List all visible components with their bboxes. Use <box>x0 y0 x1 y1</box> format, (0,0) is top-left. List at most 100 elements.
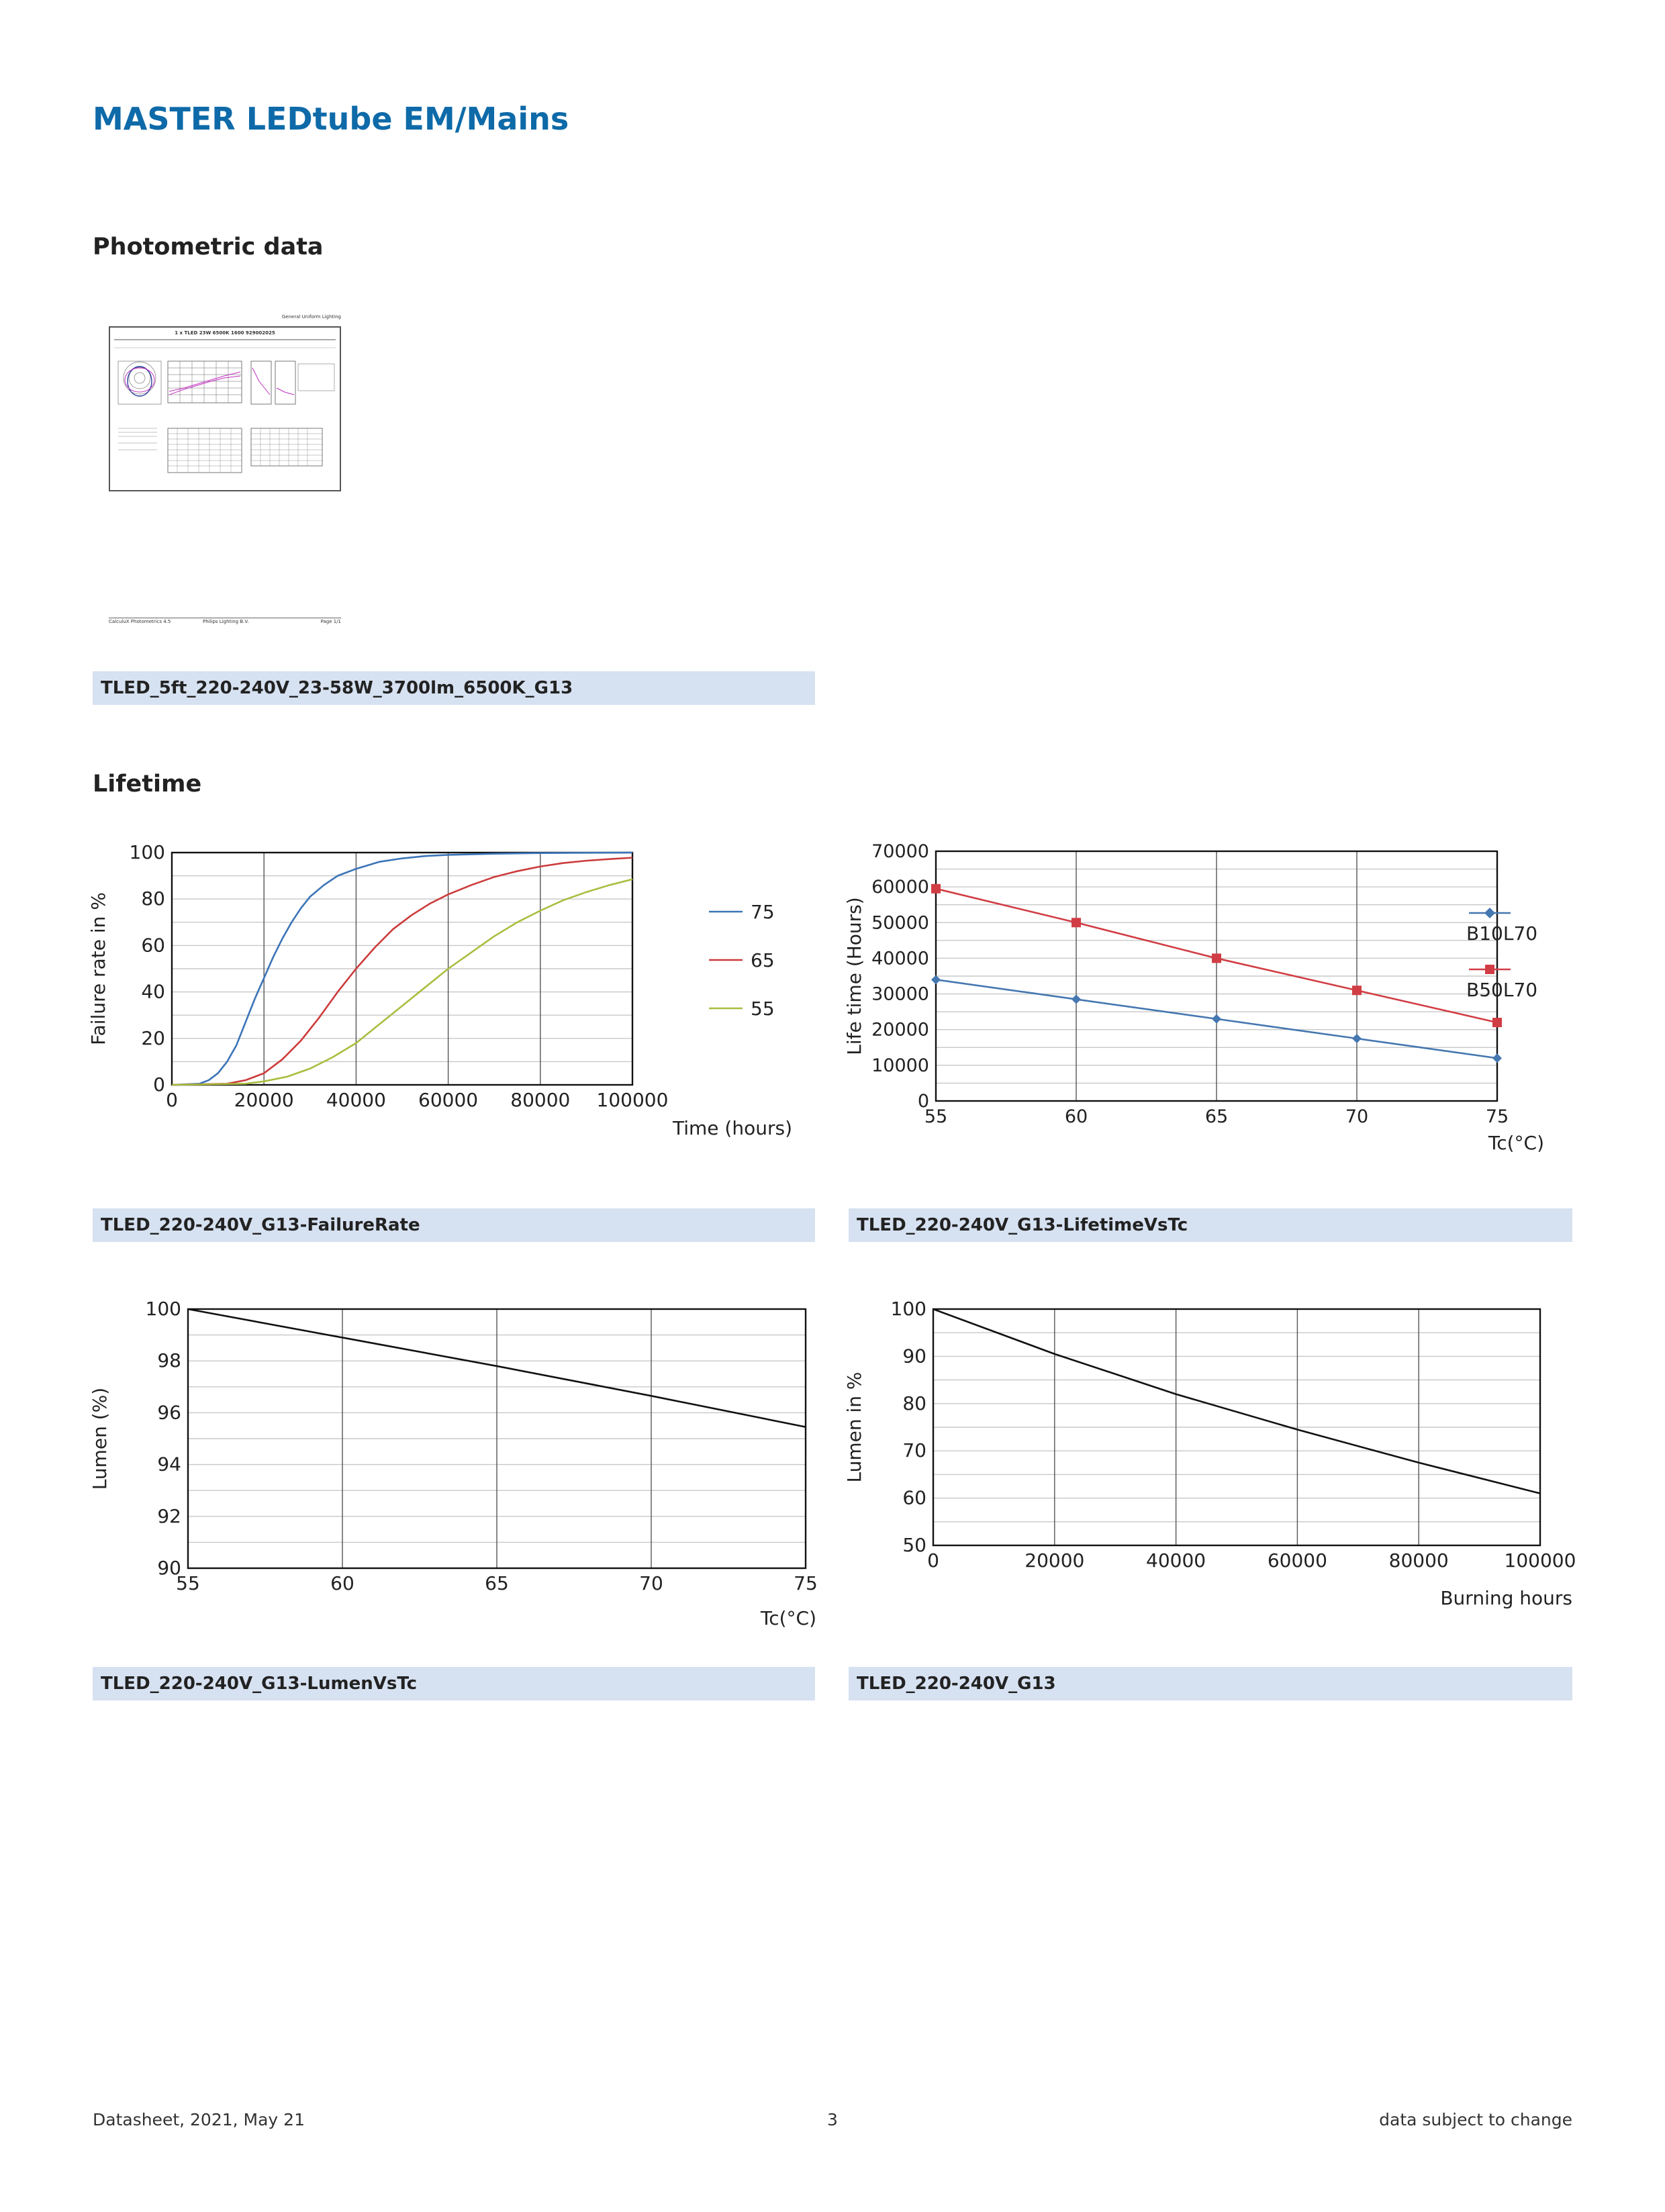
y-tick-label: 90 <box>902 1345 926 1367</box>
y-tick-label: 92 <box>157 1505 181 1527</box>
x-tick-label: 100000 <box>597 1089 669 1111</box>
thumbnail-footer-right: Page 1/1 <box>320 619 341 624</box>
y-tick-label: 60000 <box>871 877 929 898</box>
thumbnail-footer-left: CalculuX Photometrics 4.5 <box>109 619 171 624</box>
x-axis-label: Time (hours) <box>672 1117 792 1139</box>
y-tick-label: 0 <box>918 1091 929 1112</box>
x-tick-label: 40000 <box>326 1089 386 1111</box>
y-tick-label: 100 <box>130 841 165 863</box>
x-tick-label: 65 <box>485 1572 509 1594</box>
data-point-marker <box>1352 1034 1362 1043</box>
y-tick-label: 90 <box>157 1557 181 1579</box>
y-tick-label: 96 <box>157 1401 181 1423</box>
y-tick-label: 98 <box>157 1349 181 1372</box>
lifetime-vs-tc-caption: TLED_220-240V_G13-LifetimeVsTc <box>849 1208 1572 1242</box>
y-tick-label: 30000 <box>871 984 929 1005</box>
lumen-vs-tc-chart: 90 92 94 96 98 100 55 60 65 70 75 Tc(°C) Lumen (%) <box>89 1298 818 1629</box>
data-point-marker <box>1072 994 1081 1004</box>
series-line <box>933 1308 1541 1494</box>
x-axis-label: Tc(°C) <box>760 1607 816 1629</box>
lumen-vs-hours-chart: 50 60 70 80 90 100 0 20000 40000 60000 80000 100000… <box>843 1298 1576 1609</box>
failure-rate-chart: 0 20 40 60 80 100 0 20000 40000 60000 80000 100000T… <box>87 841 792 1139</box>
x-tick-label: 40000 <box>1146 1549 1206 1572</box>
photometric-caption: TLED_5ft_220-240V_23-58W_3700lm_6500K_G1… <box>93 671 815 705</box>
y-axis-label: Failure rate in % <box>87 892 109 1045</box>
y-axis-label: Lumen (%) <box>89 1388 111 1490</box>
x-tick-label: 80000 <box>1389 1549 1449 1572</box>
legend-label: 65 <box>751 949 775 971</box>
y-tick-label: 40 <box>141 981 165 1003</box>
photometric-thumbnail: General Uniform Lighting 1 x TLED 23W 65… <box>109 309 341 624</box>
lumen-vs-tc-caption: TLED_220-240V_G13-LumenVsTc <box>93 1667 815 1700</box>
plot-frame <box>932 1308 1541 1547</box>
legend-marker <box>1485 965 1494 974</box>
x-tick-label: 55 <box>924 1106 947 1127</box>
y-axis-label: Lumen in % <box>843 1372 865 1482</box>
x-tick-label: 75 <box>1486 1106 1509 1127</box>
product-title: MASTER LEDtube EM/Mains <box>93 101 569 137</box>
data-point-marker <box>1072 918 1081 928</box>
section-title-photometric: Photometric data <box>93 234 324 260</box>
y-tick-label: 94 <box>157 1453 181 1476</box>
thumbnail-footer-mid: Philips Lighting B.V. <box>203 619 249 624</box>
y-tick-label: 50000 <box>871 912 929 933</box>
y-tick-label: 0 <box>153 1073 165 1096</box>
series-line <box>187 1308 806 1428</box>
x-tick-label: 20000 <box>234 1089 294 1111</box>
x-tick-label: 80000 <box>510 1089 570 1111</box>
data-point-marker <box>1212 953 1221 963</box>
legend-label: 75 <box>751 901 775 923</box>
y-tick-label: 20 <box>141 1027 165 1049</box>
y-tick-label: 20000 <box>871 1020 929 1041</box>
y-tick-label: 70 <box>902 1439 926 1461</box>
data-point-marker <box>931 975 941 985</box>
footer-disclaimer: data subject to change <box>1379 2110 1572 2129</box>
footer-date: Datasheet, 2021, May 21 <box>93 2110 305 2129</box>
y-tick-label: 80 <box>902 1392 926 1414</box>
y-tick-label: 100 <box>891 1298 926 1320</box>
legend-marker <box>1484 908 1495 918</box>
data-point-marker <box>1492 1018 1502 1028</box>
y-tick-label: 100 <box>146 1298 181 1320</box>
x-tick-label: 55 <box>176 1572 200 1594</box>
x-axis-label: Burning hours <box>1440 1587 1572 1609</box>
data-point-marker <box>1352 985 1362 996</box>
x-tick-label: 75 <box>794 1572 818 1594</box>
thumbnail-frame: 1 x TLED 23W 6500K 1600 929002025 <box>109 326 341 491</box>
y-tick-label: 40000 <box>871 948 929 969</box>
x-tick-label: 20000 <box>1025 1549 1084 1572</box>
x-axis-label: Tc(°C) <box>1488 1132 1544 1154</box>
x-tick-label: 70 <box>639 1572 663 1594</box>
series-line <box>171 878 633 1086</box>
series-line <box>171 857 633 1086</box>
y-tick-label: 70000 <box>871 841 929 862</box>
x-tick-label: 60 <box>1065 1106 1088 1127</box>
legend-label: B10L70 <box>1466 922 1537 945</box>
x-tick-label: 60 <box>330 1572 354 1594</box>
x-tick-label: 70 <box>1345 1106 1368 1127</box>
thumbnail-graphics <box>114 339 336 473</box>
y-tick-label: 60 <box>141 934 165 956</box>
thumbnail-header: General Uniform Lighting <box>281 314 341 320</box>
y-tick-label: 60 <box>902 1487 926 1509</box>
x-tick-label: 100000 <box>1505 1549 1576 1572</box>
lifetime-vs-tc-chart: 0 10000 20000 30000 40000 50000 60000 70000 55 60… <box>843 841 1544 1154</box>
y-tick-label: 10000 <box>871 1055 929 1076</box>
data-point-marker <box>1492 1053 1502 1063</box>
plot-frame <box>171 851 634 1086</box>
x-tick-label: 0 <box>927 1549 939 1572</box>
thumbnail-subheader: 1 x TLED 23W 6500K 1600 929002025 <box>175 330 275 336</box>
x-tick-label: 60000 <box>1268 1549 1327 1572</box>
y-tick-label: 80 <box>141 887 165 910</box>
y-axis-label: Life time (Hours) <box>843 897 865 1055</box>
data-point-marker <box>931 883 941 894</box>
footer-page-number: 3 <box>827 2110 838 2129</box>
x-tick-label: 0 <box>166 1089 178 1111</box>
legend-label: 55 <box>751 998 775 1020</box>
section-title-lifetime: Lifetime <box>93 771 202 798</box>
data-point-marker <box>1212 1014 1221 1024</box>
failure-rate-caption: TLED_220-240V_G13-FailureRate <box>93 1208 815 1242</box>
legend-label: B50L70 <box>1466 979 1537 1001</box>
lumen-vs-hours-caption: TLED_220-240V_G13 <box>849 1667 1572 1700</box>
x-tick-label: 60000 <box>418 1089 478 1111</box>
